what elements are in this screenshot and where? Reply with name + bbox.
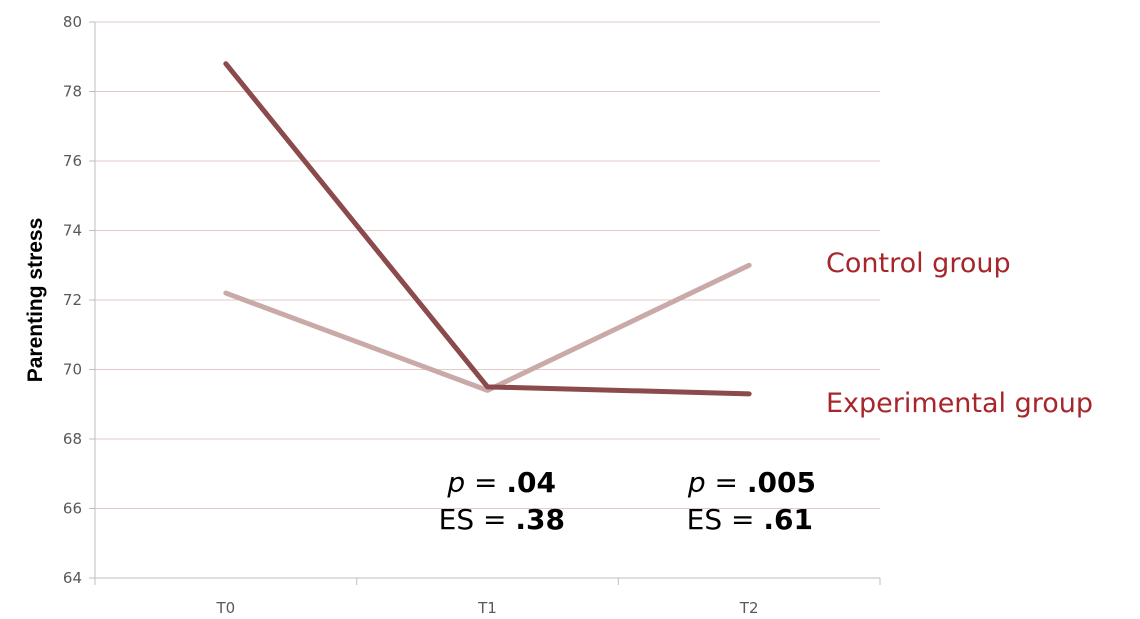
y-tick-label: 66 (63, 500, 82, 518)
y-tick-label: 72 (63, 291, 82, 309)
annotation-t1-es: ES = .38 (439, 503, 565, 536)
x-tick-label-t1: T1 (477, 599, 497, 617)
annotation-t2-p: p = .005 (687, 466, 816, 499)
y-axis-label: Parenting stress (24, 218, 47, 383)
y-tick-label: 64 (63, 569, 82, 587)
legend-experimental-group: Experimental group (826, 388, 1093, 419)
y-tick-label: 68 (63, 430, 82, 448)
x-axis (94, 22, 881, 585)
legend-control-group: Control group (826, 248, 1011, 279)
series-line-experimental-group (223, 61, 752, 397)
y-tick-labels: 64 66 68 70 72 74 76 78 80 (63, 13, 82, 587)
annotation-t2-es: ES = .61 (687, 503, 813, 536)
x-tick-labels: T0 T1 T2 (215, 599, 758, 617)
y-tick-label: 70 (63, 361, 82, 379)
x-tick-label-t0: T0 (215, 599, 235, 617)
annotation-t1-p: p = .04 (446, 466, 556, 499)
y-tick-label: 78 (63, 83, 82, 101)
series-line-control-group (223, 262, 752, 393)
y-tick-label: 80 (63, 13, 82, 31)
gridlines (89, 21, 880, 579)
series-lines (223, 61, 752, 397)
y-tick-label: 74 (63, 222, 82, 240)
x-tick-label-t2: T2 (739, 599, 759, 617)
y-tick-label: 76 (63, 152, 82, 170)
